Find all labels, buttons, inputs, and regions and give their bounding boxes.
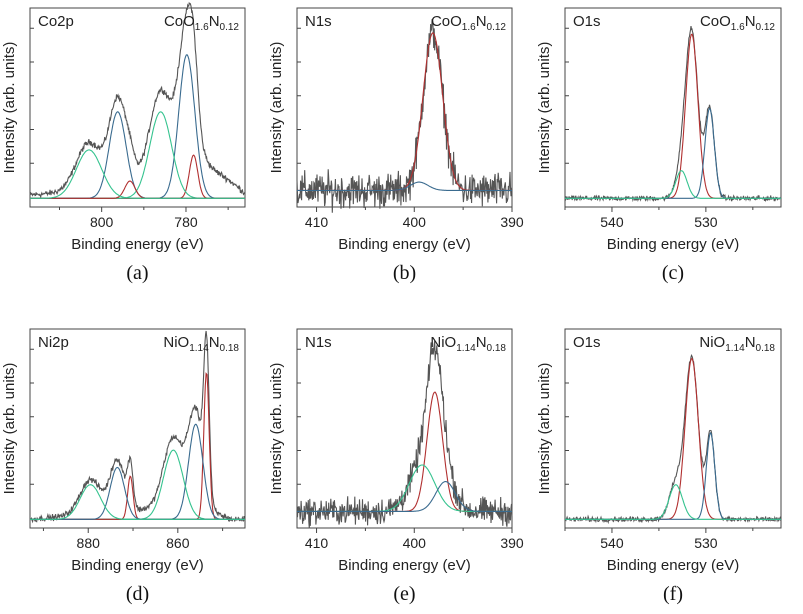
region-label: O1s	[573, 334, 601, 351]
y-axis-label: Intensity (arb. units)	[1, 42, 18, 174]
x-tick-label: 880	[77, 535, 101, 551]
panel-e: 410 400 390 N1s NiO1.14N0.18 Binding energy (…	[268, 328, 524, 605]
measured-spectrum-line	[29, 1, 246, 199]
measured-spectrum-line	[29, 330, 246, 524]
fit-component-line-3	[565, 484, 781, 520]
fit-component-line-1	[565, 33, 781, 199]
plot-frame	[564, 328, 782, 529]
fit-component-line-2	[565, 107, 781, 199]
measured-spectrum-line	[564, 26, 782, 203]
y-axis-label: Intensity (arb. units)	[268, 42, 285, 174]
x-tick-label: 400	[403, 535, 427, 551]
region-label: N1s	[305, 334, 332, 351]
fit-component-line-1	[30, 54, 245, 199]
y-axis-label: Intensity (arb. units)	[536, 42, 553, 174]
plot-frame	[296, 7, 513, 208]
fit-component-line-3	[30, 111, 245, 199]
compound-label: NiO1.14N0.18	[699, 334, 775, 354]
x-tick-label: 390	[500, 214, 524, 230]
x-tick-label: 860	[166, 535, 190, 551]
compound-label: NiO1.14N0.18	[163, 334, 239, 354]
x-tick-label: 530	[694, 214, 718, 230]
compound-label: CoO1.6N0.12	[700, 13, 775, 33]
panel-label: (c)	[662, 262, 684, 284]
x-tick-label: 780	[174, 214, 198, 230]
compound-label: NiO1.14N0.18	[430, 334, 506, 354]
region-label: Co2p	[38, 13, 74, 30]
measured-spectrum-line	[296, 340, 513, 529]
x-axis-label: Binding energy (eV)	[607, 557, 740, 574]
x-tick-label: 530	[694, 535, 718, 551]
fit-component-line-1	[565, 357, 781, 520]
x-axis-label: Binding energy (eV)	[338, 236, 471, 253]
panel-a: 800 780 Co2p CoO1.6N0.12 Binding energy (eV)…	[1, 1, 246, 284]
panel-label: (d)	[126, 583, 149, 605]
panel-f: 540 530 O1s NiO1.14N0.18 Binding energy (eV)…	[536, 328, 782, 605]
fit-component-line-6	[30, 149, 245, 199]
region-label: Ni2p	[38, 334, 69, 351]
fit-component-line-2	[297, 181, 512, 191]
region-label: O1s	[573, 13, 601, 30]
fit-component-line-2	[565, 431, 781, 520]
x-axis-label: Binding energy (eV)	[607, 236, 740, 253]
x-tick-label: 540	[600, 214, 624, 230]
y-axis-label: Intensity (arb. units)	[268, 363, 285, 495]
plot-frame	[29, 7, 246, 208]
plot-frame	[29, 328, 246, 529]
fit-component-line-6	[30, 484, 245, 520]
panel-label: (f)	[663, 583, 683, 605]
measured-spectrum-line	[296, 19, 513, 213]
fit-component-line-4	[30, 111, 245, 199]
x-tick-label: 400	[403, 214, 427, 230]
y-axis-label: Intensity (arb. units)	[536, 363, 553, 495]
panel-label: (a)	[126, 262, 148, 284]
x-tick-label: 390	[500, 535, 524, 551]
plot-frame	[296, 328, 513, 529]
panel-label: (b)	[393, 262, 416, 284]
measured-spectrum-line	[564, 354, 782, 525]
compound-label: CoO1.6N0.12	[164, 13, 239, 33]
panel-b: 410 400 390 N1s CoO1.6N0.12 Binding energy (e…	[268, 7, 524, 284]
x-tick-label: 410	[305, 535, 329, 551]
x-axis-label: Binding energy (eV)	[338, 557, 471, 574]
fit-component-line-1	[297, 32, 512, 191]
x-tick-label: 540	[600, 535, 624, 551]
x-tick-label: 800	[90, 214, 114, 230]
plot-frame	[564, 7, 782, 208]
compound-label: CoO1.6N0.12	[431, 13, 506, 33]
panel-d: 880 860 Ni2p NiO1.14N0.18 Binding energy (eV…	[1, 328, 246, 605]
x-tick-label: 410	[305, 214, 329, 230]
x-axis-label: Binding energy (eV)	[71, 236, 204, 253]
region-label: N1s	[305, 13, 332, 30]
x-axis-label: Binding energy (eV)	[71, 557, 204, 574]
panel-c: 540 530 O1s CoO1.6N0.12 Binding energy (eV) I…	[536, 7, 782, 284]
fit-component-line-3	[297, 481, 512, 512]
fit-component-line-3	[565, 170, 781, 199]
y-axis-label: Intensity (arb. units)	[1, 363, 18, 495]
panel-label: (e)	[393, 583, 415, 605]
